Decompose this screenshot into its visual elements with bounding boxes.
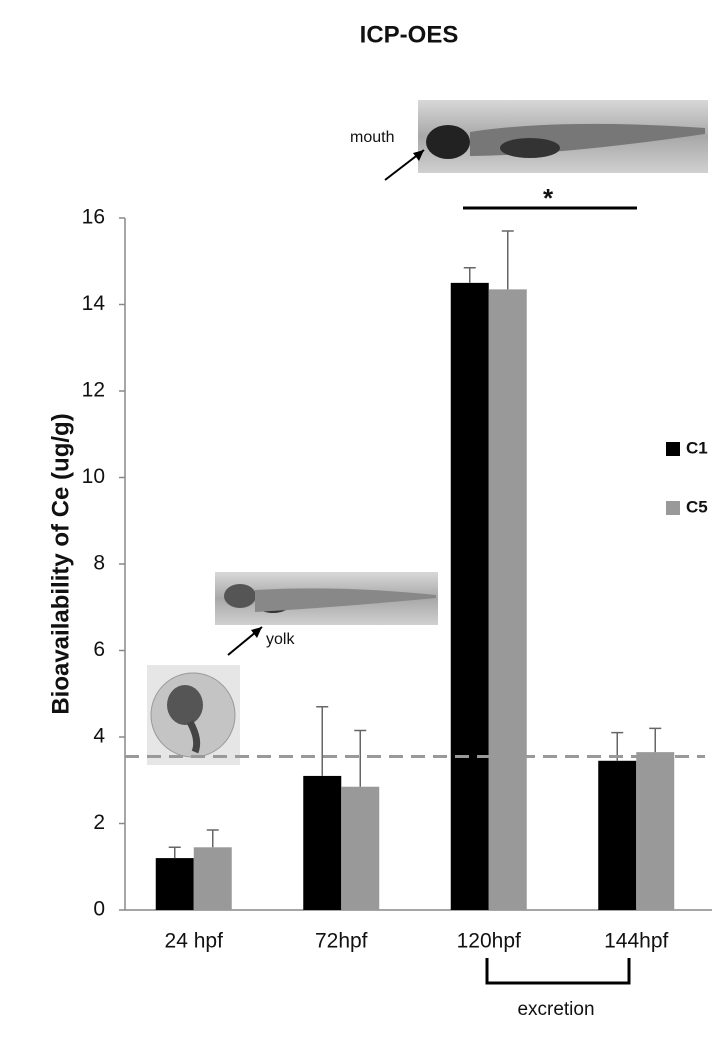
error-bar <box>207 830 219 847</box>
legend-label: C1 <box>686 438 708 457</box>
legend-swatch <box>666 442 680 456</box>
error-bar <box>502 231 514 289</box>
larva-photo <box>215 572 438 655</box>
y-axis-label: Bioavailability of Ce (ug/g) <box>47 413 74 714</box>
annotation: mouth <box>350 129 394 146</box>
x-tick-label: 72hpf <box>315 930 368 953</box>
x-tick-label: 24 hpf <box>165 930 224 953</box>
bar <box>194 847 232 910</box>
legend-label: C5 <box>686 497 708 516</box>
bracket <box>487 958 629 983</box>
chart: ICP-OES Bioavailability of Ce (ug/g) mou… <box>0 0 718 1038</box>
error-bar <box>316 707 328 776</box>
y-tick-label: 4 <box>93 725 105 748</box>
bracket-label: excretion <box>517 999 594 1020</box>
y-tick-label: 8 <box>93 552 105 575</box>
y-tick-label: 2 <box>93 811 105 834</box>
chart-title: ICP-OES <box>360 21 459 48</box>
error-bar <box>354 731 366 787</box>
error-bar <box>649 728 661 752</box>
y-tick-label: 10 <box>82 465 105 488</box>
bar <box>156 858 194 910</box>
bar <box>489 289 527 910</box>
x-tick-label: 144hpf <box>604 930 668 953</box>
legend-swatch <box>666 501 680 515</box>
bar <box>598 761 636 910</box>
significance-label: * <box>543 183 554 213</box>
y-tick-label: 14 <box>82 292 106 315</box>
y-tick-label: 6 <box>93 638 105 661</box>
y-tick-label: 12 <box>82 379 105 402</box>
error-bar <box>464 268 476 283</box>
bar <box>303 776 341 910</box>
y-tick-label: 0 <box>93 898 105 921</box>
bar <box>636 752 674 910</box>
larva-photo <box>385 100 708 180</box>
embryo-photo <box>147 665 240 765</box>
y-tick-label: 16 <box>82 206 105 229</box>
annotation: yolk <box>266 631 295 648</box>
x-tick-label: 120hpf <box>457 930 521 953</box>
bar <box>451 283 489 910</box>
bar <box>341 787 379 910</box>
error-bar <box>169 847 181 858</box>
